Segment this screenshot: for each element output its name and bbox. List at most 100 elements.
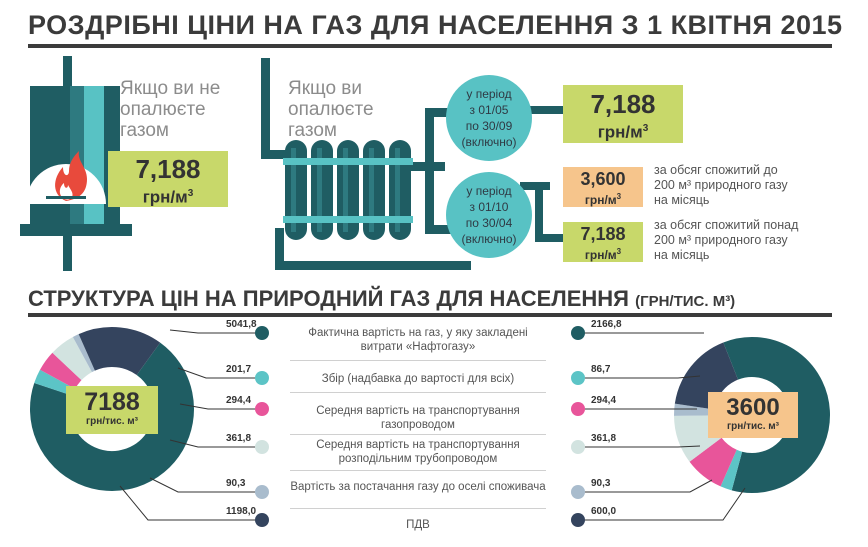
left-value-1: 5041,8: [226, 319, 257, 330]
right-donut-slice-3: [689, 436, 738, 487]
right-legend-dot-3: [571, 402, 585, 416]
left-total: 7188: [84, 388, 140, 416]
summer-price-box: 7,188 грн/м3: [563, 85, 683, 143]
left-value-5: 90,3: [226, 478, 246, 489]
legend-divider: [290, 360, 546, 361]
heating-line-1: Якщо ви: [288, 78, 363, 99]
period-winter-line-1: у період: [466, 184, 512, 198]
legend-item-6: ПДВ: [406, 519, 430, 531]
right-donut-slice-5: [674, 403, 715, 416]
winter-high-price-box: 7,188 грн/м3: [563, 222, 643, 262]
left-connector-line: [119, 485, 262, 521]
no-heating-price-box: 7,188 грн/м3: [108, 151, 228, 207]
right-total-box: 3600 грн/тис. м³: [708, 392, 798, 438]
page-title: РОЗДРІБНІ ЦІНИ НА ГАЗ ДЛЯ НАСЕЛЕННЯ З 1 …: [28, 10, 843, 40]
winter-high-price: 7,188: [580, 224, 626, 244]
right-value-4: 361,8: [591, 433, 617, 444]
right-donut-slice-4: [674, 414, 723, 462]
no-heating-unit: грн/м: [142, 187, 188, 207]
left-connector-line: [179, 403, 262, 410]
legend-item-3: Середня вартість на транспортування газо…: [316, 405, 520, 431]
period-winter-bubble: у період з 01/10 по 30/04 (включно): [446, 172, 532, 258]
period-winter-line-2: з 01/10: [469, 200, 509, 214]
left-value-4: 361,8: [226, 433, 252, 444]
left-value-3: 294,4: [226, 395, 252, 406]
winter-high-note: за обсяг спожитий понад 200 м³ природног…: [654, 218, 798, 263]
left-donut-slice-4: [52, 336, 93, 381]
left-connector-line: [169, 329, 262, 334]
period-winter-line-3: по 30/04: [465, 216, 513, 230]
period-winter-line-4: (включно): [461, 232, 517, 246]
no-heating-line-2: опалюєте: [120, 99, 206, 120]
winter-low-note-3: на місяць: [654, 193, 710, 207]
right-legend-dot-6: [571, 513, 585, 527]
legend-item-5: Вартість за постачання газу до оселі спо…: [290, 481, 546, 493]
radiator-icon: [261, 58, 570, 270]
legend-divider: [290, 508, 546, 509]
left-connector-line: [177, 367, 262, 379]
left-total-box: 7188 грн/тис. м³: [66, 386, 158, 434]
structure-title: СТРУКТУРА ЦІН НА ПРИРОДНИЙ ГАЗ ДЛЯ НАСЕЛ…: [28, 286, 735, 312]
summer-price: 7,188: [590, 89, 656, 119]
left-value-6: 1198,0: [226, 506, 257, 517]
right-legend-dot-1: [571, 326, 585, 340]
heating-line-2: опалюєте: [288, 99, 374, 120]
no-heating-price: 7,188: [135, 154, 201, 184]
left-legend-dot-6: [255, 513, 269, 527]
right-connector-line: [580, 375, 701, 379]
period-summer-line-3: по 30/09: [465, 119, 513, 133]
left-donut-slice-1: [30, 342, 194, 491]
winter-high-note-1: за обсяг спожитий понад: [654, 218, 799, 232]
winter-low-note-1: за обсяг спожитий до: [654, 163, 778, 177]
left-total-unit: грн/тис. м³: [86, 416, 138, 427]
left-legend-dot-3: [255, 402, 269, 416]
winter-low-price: 3,600: [580, 169, 626, 189]
left-donut-slice-6: [78, 327, 161, 376]
right-donut-slice-6: [674, 342, 739, 411]
right-donut-slice-1: [723, 337, 830, 493]
left-donut-slice-3: [40, 352, 82, 390]
period-summer-line-2: з 01/05: [469, 103, 509, 117]
right-legend-dot-5: [571, 485, 585, 499]
no-heating-line-3: газом: [120, 120, 169, 141]
left-donut-slice-5: [72, 334, 96, 373]
legend-item-4: Середня вартість на транспортування розп…: [316, 439, 520, 465]
left-donut-slice-2: [34, 369, 76, 397]
winter-low-unit: грн/м: [584, 193, 617, 207]
left-legend-dot-2: [255, 371, 269, 385]
right-value-3: 294,4: [591, 395, 617, 406]
period-summer-line-4: (включно): [461, 135, 517, 149]
legend-item-1: Фактична вартість на газ, у яку закладен…: [308, 327, 528, 353]
structure-unit: (ГРН/ТИС. М³): [635, 293, 736, 310]
summer-unit: грн/м: [597, 122, 643, 142]
right-connector-line: [580, 487, 746, 521]
right-legend-dot-2: [571, 371, 585, 385]
right-value-5: 90,3: [591, 478, 611, 489]
heating-label: Якщо ви опалюєте газом: [288, 78, 374, 141]
right-value-1: 2166,8: [591, 319, 622, 330]
right-legend-dot-4: [571, 440, 585, 454]
period-summer-line-1: у період: [466, 87, 512, 101]
right-connector-line: [580, 445, 701, 448]
winter-low-note-2: 200 м³ природного газу: [654, 178, 788, 192]
left-connector-line: [149, 477, 262, 493]
left-legend-dot-4: [255, 440, 269, 454]
winter-low-price-box: 3,600 грн/м3: [563, 167, 643, 207]
right-total-unit: грн/тис. м³: [727, 421, 779, 432]
legend-item-2: Збір (надбавка до вартості для всіх): [321, 373, 515, 385]
title-underline: [28, 44, 832, 48]
period-summer-bubble: у період з 01/05 по 30/09 (включно): [446, 75, 532, 161]
winter-high-unit: грн/м: [584, 248, 617, 262]
left-value-2: 201,7: [226, 364, 252, 375]
left-legend-dot-1: [255, 326, 269, 340]
right-value-2: 86,7: [591, 364, 611, 375]
left-connector-line: [169, 439, 262, 448]
donut-charts: [30, 327, 830, 521]
no-heating-line-1: Якщо ви не: [120, 78, 221, 99]
right-connector-line: [580, 479, 713, 493]
legend-divider: [290, 392, 546, 393]
winter-high-note-2: 200 м³ природного газу: [654, 233, 788, 247]
left-legend-dot-5: [255, 485, 269, 499]
no-heating-label: Якщо ви не опалюєте газом: [120, 78, 220, 141]
right-total: 3600: [726, 394, 780, 421]
